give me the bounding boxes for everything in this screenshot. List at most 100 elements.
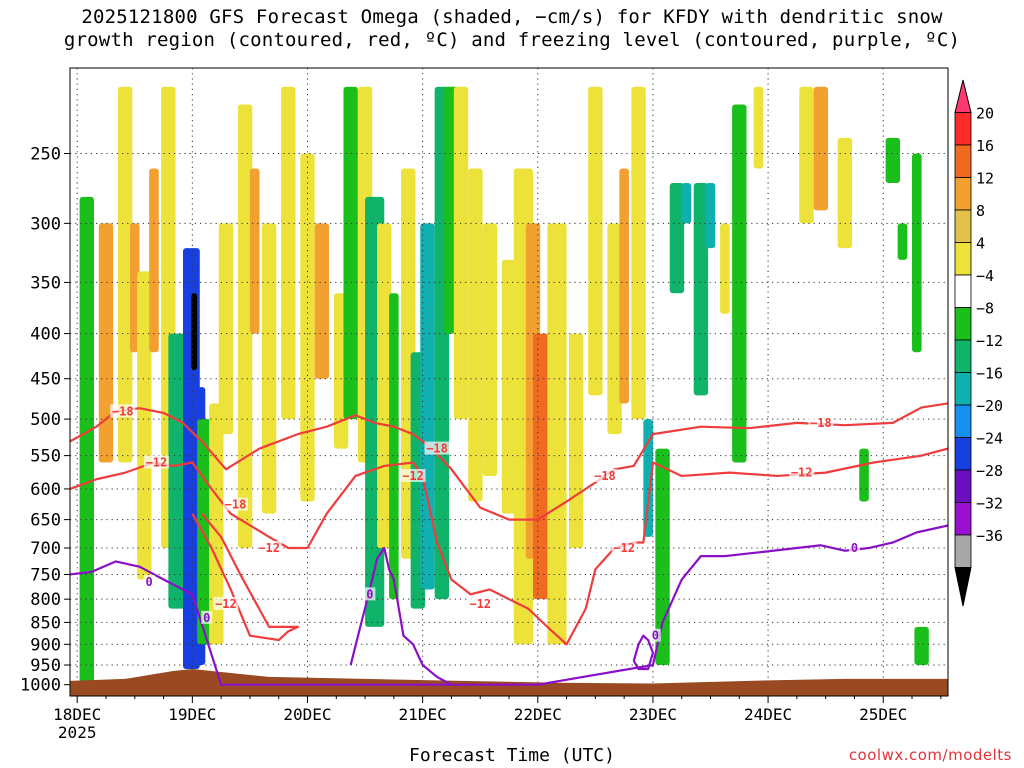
- contour-label: 0: [652, 629, 659, 643]
- contour-label-bg: [789, 465, 815, 479]
- contour-label: −12: [146, 456, 168, 470]
- omega-streak: [914, 626, 929, 666]
- contour-label-bg: [201, 610, 213, 624]
- omega-streak: [655, 448, 670, 666]
- x-tick-label: 24DEC: [744, 705, 792, 724]
- y-tick-label: 300: [30, 214, 61, 234]
- omega-streak-core: [818, 90, 824, 207]
- credit-link[interactable]: coolwx.com/modelts: [848, 746, 1012, 764]
- omega-streak: [837, 137, 853, 249]
- freezing-level-0C-right-contour: [632, 634, 655, 671]
- contour-label-bg: [400, 468, 426, 482]
- colorbar-label: 16: [976, 137, 994, 155]
- y-tick-label: 700: [30, 539, 61, 559]
- omega-streak: [501, 259, 517, 514]
- colorbar-label: −24: [976, 430, 1003, 448]
- omega-streak-core: [674, 186, 680, 290]
- x-tick-label: 22DEC: [514, 705, 562, 724]
- x-tick-label: 19DEC: [168, 705, 216, 724]
- contour-layer: [70, 402, 948, 686]
- colorbar-swatch: [954, 339, 972, 373]
- omega-shading-layer: [79, 86, 929, 685]
- omega-streak-core: [152, 172, 156, 349]
- omega-streak: [482, 223, 498, 476]
- contour-label-bg: [592, 468, 618, 482]
- contour-label: −12: [791, 466, 813, 480]
- chart-title-line-2: growth region (contoured, red, ºC) and f…: [63, 29, 961, 51]
- x-tick-label: 23DEC: [629, 705, 677, 724]
- contour-label: 0: [851, 541, 858, 555]
- colorbar-swatch: [954, 404, 972, 438]
- contour-label-bg: [223, 497, 249, 511]
- omega-streak: [568, 333, 584, 549]
- contour-label: 0: [203, 611, 210, 625]
- omega-streak: [720, 223, 730, 314]
- y-tick-label: 600: [30, 480, 61, 500]
- omega-streak-core: [646, 423, 650, 533]
- colorbar-label: 8: [976, 202, 985, 220]
- chart-title-line-1: 2025121800 GFS Forecast Omega (shaded, −…: [81, 6, 943, 28]
- omega-streak-core: [253, 172, 257, 330]
- omega-streak: [547, 223, 567, 645]
- y-tick-label: 250: [30, 144, 61, 164]
- terrain-layer: [70, 669, 948, 696]
- omega-streak: [912, 153, 922, 353]
- y-tick-label: 950: [30, 656, 61, 676]
- y-tick-label: 750: [30, 565, 61, 585]
- contour-label-bg: [649, 628, 661, 642]
- terrain-fill: [70, 669, 948, 696]
- omega-streak: [137, 271, 152, 580]
- colorbar-label: −32: [976, 495, 1003, 513]
- chart-title: 2025121800 GFS Forecast Omega (shaded, −…: [0, 6, 1024, 52]
- isotherm-12C-contour: [70, 447, 948, 646]
- colorbar-label: −16: [976, 365, 1003, 383]
- omega-streak: [237, 104, 253, 549]
- colorbar-swatch: [954, 209, 972, 243]
- x-tick-label: 21DEC: [399, 705, 447, 724]
- x-axis-label: Forecast Time (UTC): [409, 745, 615, 766]
- omega-streak: [117, 86, 133, 463]
- x-tick-label: 20DEC: [283, 705, 331, 724]
- omega-streak: [281, 86, 296, 420]
- omega-streak: [631, 86, 646, 420]
- colorbar-bottom-arrow: [954, 567, 972, 607]
- omega-streak: [799, 86, 814, 224]
- contour-label: −12: [258, 541, 280, 555]
- omega-streak-core: [174, 337, 182, 605]
- colorbar-top-arrow: [954, 79, 972, 113]
- omega-streak-core: [708, 186, 713, 245]
- y-tick-label: 650: [30, 511, 61, 531]
- contour-label: −18: [426, 442, 448, 456]
- omega-streak: [79, 196, 94, 685]
- y-tick-label: 1000: [20, 676, 61, 696]
- contour-label-bg: [256, 541, 282, 555]
- colorbar-label: −20: [976, 397, 1003, 415]
- colorbar-swatch: [954, 112, 972, 146]
- omega-streak-core: [698, 186, 704, 392]
- omega-streak: [343, 86, 358, 420]
- y-tick-label: 900: [30, 635, 61, 655]
- omega-streak: [885, 137, 901, 183]
- x-tick-label: 25DEC: [859, 705, 907, 724]
- omega-streak-core: [684, 186, 689, 220]
- omega-streak: [468, 168, 483, 502]
- colorbar-label: −28: [976, 462, 1003, 480]
- y-tick-label: 850: [30, 613, 61, 633]
- y-tick-label: 350: [30, 273, 61, 293]
- contour-label-bg: [213, 596, 239, 610]
- omega-streak: [261, 223, 277, 514]
- contour-label-bg: [808, 415, 834, 429]
- colorbar-swatch: [954, 502, 972, 536]
- contour-label-bg: [110, 404, 136, 418]
- y-axis: 2503003504004505005506006507007508008509…: [20, 144, 70, 696]
- colorbar-swatch: [954, 372, 972, 406]
- colorbar-label: −12: [976, 332, 1003, 350]
- colorbar-swatch: [954, 144, 972, 178]
- y-tick-label: 400: [30, 325, 61, 345]
- contour-label-layer: −18−12−18−12−12−18−12−12−18−12−18−120000…: [110, 404, 860, 643]
- colorbar-label: 20: [976, 105, 994, 123]
- omega-streak-core: [319, 227, 325, 375]
- colorbar-swatch: [954, 437, 972, 471]
